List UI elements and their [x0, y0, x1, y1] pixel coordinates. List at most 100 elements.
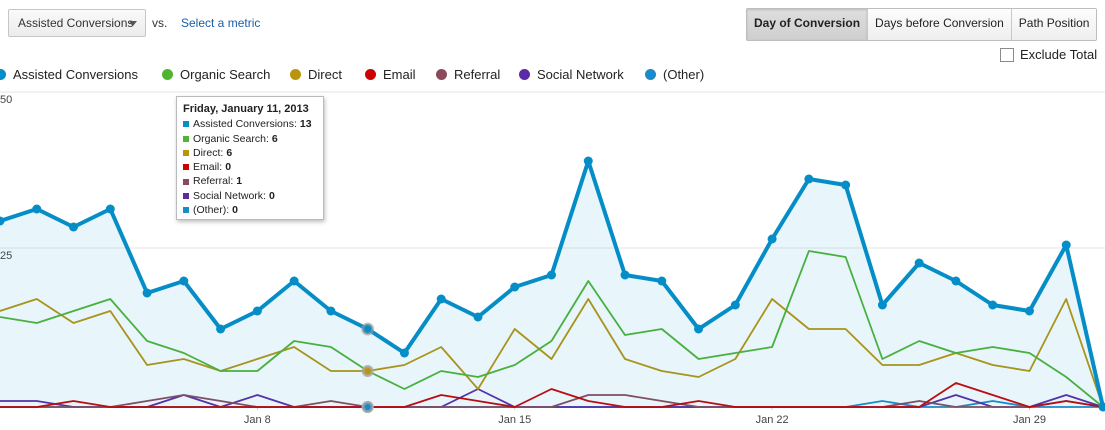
tooltip-value: 0 — [232, 204, 239, 217]
data-point — [0, 216, 5, 226]
tooltip-label: Assisted Conversions: — [193, 118, 297, 131]
tooltip-row: Assisted Conversions: 13 — [183, 117, 317, 131]
legend-label: (Other) — [663, 67, 705, 82]
tooltip-label: Organic Search: — [193, 132, 269, 145]
data-point — [914, 258, 924, 268]
data-point — [252, 306, 262, 316]
data-point — [69, 222, 79, 232]
metric-select-value: Assisted Conversions — [18, 16, 134, 30]
tooltip-label: Direct: — [193, 146, 224, 159]
tooltip-swatch — [183, 192, 189, 199]
path-position-button[interactable]: Path Position — [1010, 9, 1097, 40]
tooltip-value: 0 — [225, 161, 232, 174]
hover-point — [361, 365, 374, 377]
view-toggle: Day of Conversion Days before Conversion… — [746, 8, 1098, 41]
tooltip-value: 0 — [268, 189, 275, 202]
legend-label: Direct — [308, 67, 342, 82]
legend-dot-icon — [519, 69, 530, 80]
legend-dot-icon — [645, 69, 656, 80]
x-tick-label: Jan 22 — [756, 414, 789, 426]
data-point — [767, 234, 777, 244]
tooltip-swatch — [183, 164, 189, 171]
data-point — [179, 276, 189, 286]
exclude-total-label: Exclude Total — [1020, 47, 1098, 62]
tooltip-row: (Other): 0 — [183, 203, 317, 217]
x-tick-label: Jan 29 — [1013, 414, 1046, 426]
data-point — [694, 324, 704, 334]
data-point — [142, 288, 152, 298]
day-of-conversion-button[interactable]: Day of Conversion — [747, 9, 868, 40]
y-tick-label: 50 — [0, 94, 12, 106]
legend-item[interactable]: Assisted Conversions — [0, 67, 138, 82]
series-line — [0, 382, 1104, 408]
legend-label: Organic Search — [180, 67, 271, 82]
legend-dot-icon — [436, 69, 447, 80]
tooltip-title: Friday, January 11, 2013 — [183, 103, 309, 115]
data-point — [473, 312, 483, 322]
data-point — [510, 282, 520, 292]
tooltip-swatch — [183, 121, 189, 128]
data-point — [399, 348, 409, 358]
tooltip-value: 6 — [271, 132, 278, 145]
hover-point — [361, 401, 374, 413]
tooltip-label: Email: — [193, 161, 223, 174]
legend-item[interactable]: Social Network — [519, 67, 624, 82]
tooltip-label: (Other): — [193, 204, 230, 217]
x-tick-label: Jan 15 — [498, 414, 531, 426]
data-point — [988, 300, 998, 310]
tooltip-label: Referral: — [193, 175, 234, 188]
tooltip-row: Social Network: 0 — [183, 189, 317, 203]
data-point — [547, 270, 556, 280]
data-point — [289, 276, 299, 286]
data-point — [583, 156, 593, 166]
data-point — [1024, 306, 1034, 316]
exclude-total-option[interactable]: Exclude Total — [1000, 47, 1097, 62]
series-line — [0, 250, 1104, 408]
select-metric-link[interactable]: Select a metric — [181, 16, 261, 30]
data-point — [326, 306, 336, 316]
tooltip-row: Email: 0 — [183, 160, 317, 174]
data-point — [436, 294, 446, 304]
data-point — [657, 276, 667, 286]
days-before-conversion-button[interactable]: Days before Conversion — [867, 9, 1011, 40]
legend-item[interactable]: (Other) — [645, 67, 704, 82]
tooltip-swatch — [183, 207, 189, 214]
metric-select[interactable]: Assisted Conversions — [8, 9, 146, 37]
tooltip-swatch — [183, 178, 189, 185]
data-point — [951, 276, 961, 286]
data-point — [841, 180, 851, 190]
legend-item[interactable]: Referral — [436, 67, 500, 82]
legend-dot-icon — [290, 69, 301, 80]
data-point — [216, 324, 226, 334]
tooltip-value: 13 — [299, 118, 312, 131]
tooltip-row: Referral: 1 — [183, 174, 317, 188]
legend-label: Referral — [454, 67, 501, 82]
vs-label: vs. — [152, 16, 168, 30]
chevron-down-icon — [129, 21, 137, 26]
data-point — [804, 174, 814, 184]
tooltip-swatch — [183, 150, 189, 157]
legend-dot-icon — [162, 69, 173, 80]
data-point — [1061, 240, 1071, 250]
data-point — [32, 204, 42, 214]
tooltip-row: Direct: 6 — [183, 146, 317, 160]
data-point — [105, 204, 115, 214]
exclude-total-checkbox[interactable] — [1000, 47, 1014, 62]
hover-tooltip: Friday, January 11, 2013 Assisted Conver… — [176, 96, 324, 220]
legend-item[interactable]: Email — [365, 67, 416, 82]
legend-label: Assisted Conversions — [13, 67, 138, 82]
legend-dot-icon — [365, 69, 376, 80]
data-point — [1098, 402, 1105, 412]
data-point — [877, 300, 887, 310]
legend-item[interactable]: Organic Search — [162, 67, 270, 82]
x-tick-label: Jan 8 — [244, 414, 271, 426]
tooltip-row: Organic Search: 6 — [183, 132, 317, 146]
legend-label: Social Network — [537, 67, 624, 82]
legend-item[interactable]: Direct — [290, 67, 342, 82]
y-tick-label: 25 — [0, 250, 12, 262]
hover-point — [361, 322, 375, 336]
series-line — [0, 394, 1104, 408]
tooltip-swatch — [183, 135, 189, 142]
data-point — [730, 300, 740, 310]
